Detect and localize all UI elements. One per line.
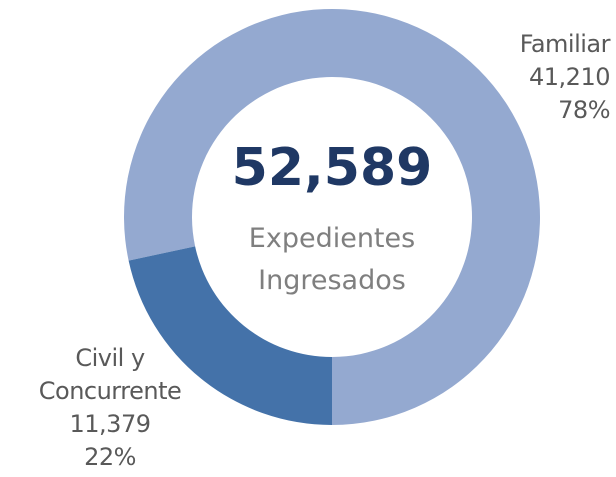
label-civil: Civil y Concurrente 11,379 22% bbox=[10, 342, 210, 474]
center-value: 52,589 bbox=[231, 138, 433, 198]
label-familiar: Familiar 41,210 78% bbox=[519, 28, 611, 127]
donut-segment bbox=[123, 9, 540, 425]
percent-label: 78% bbox=[558, 96, 610, 124]
percent-label: 22% bbox=[84, 443, 136, 471]
category-label: Familiar bbox=[519, 30, 611, 58]
category-label: Civil y Concurrente bbox=[38, 344, 182, 405]
center-label: Expedientes Ingresados bbox=[248, 223, 416, 296]
value-label: 41,210 bbox=[529, 63, 610, 91]
donut-segment bbox=[128, 246, 332, 426]
value-label: 11,379 bbox=[69, 410, 151, 438]
